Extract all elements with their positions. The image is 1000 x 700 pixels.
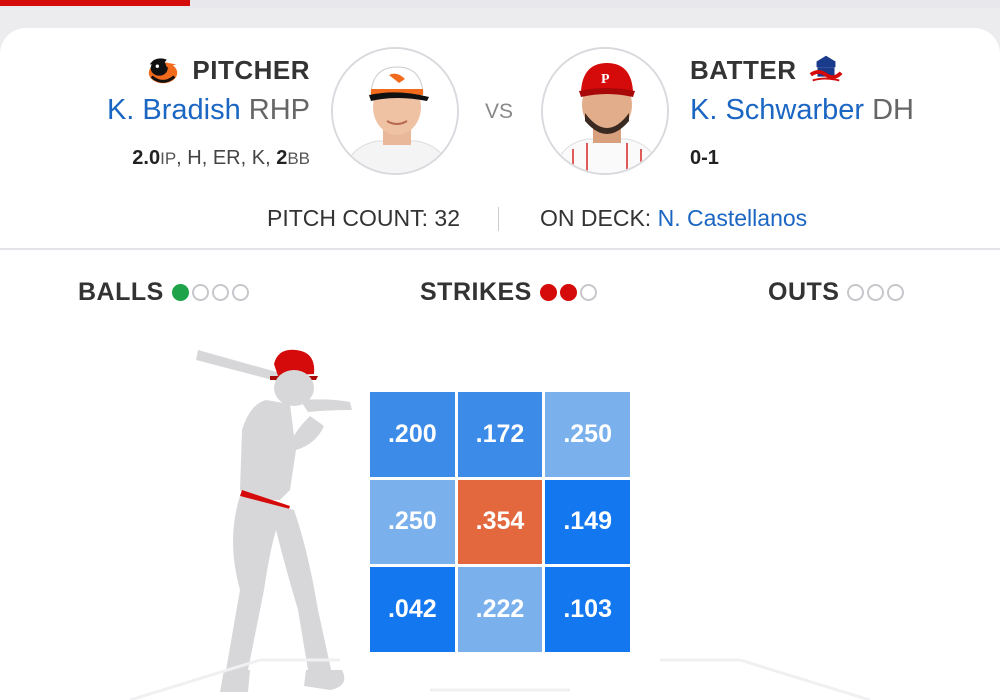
balls-count: BALLS	[78, 278, 252, 307]
pitcher-headshot[interactable]	[331, 47, 459, 175]
pitcher-avatar-icon	[333, 49, 457, 173]
batter-headshot[interactable]: P	[541, 47, 669, 175]
batter-avatar-icon: P	[543, 49, 667, 173]
zone-cell-bottom-left[interactable]: .042	[370, 567, 455, 652]
pitcher-role-label: PITCHER	[192, 54, 310, 85]
orioles-bird-icon	[149, 58, 178, 84]
strike-dot	[559, 284, 577, 301]
svg-text:P: P	[601, 72, 610, 87]
section-divider	[0, 248, 1000, 250]
pitcher-info: PITCHER K. Bradish RHP 2.0IP, H, ER, K, 2…	[107, 52, 310, 170]
zone-cell-middle-right[interactable]: .149	[545, 479, 630, 565]
strike-dot	[539, 284, 557, 301]
ball-dot	[211, 284, 229, 301]
out-dot	[867, 284, 885, 301]
count-row: BALLS STRIKES OUTS	[0, 278, 1000, 310]
zone-cell-bottom-center[interactable]: .222	[457, 567, 543, 652]
zone-cell-bottom-right[interactable]: .103	[545, 567, 630, 652]
strikes-count: STRIKES	[420, 278, 600, 307]
batter-stat-line: 0-1	[690, 147, 719, 169]
zone-cell-middle-center[interactable]: .354	[457, 479, 543, 565]
versus-label: VS	[485, 100, 514, 123]
on-deck-player-link[interactable]: N. Castellanos	[657, 205, 808, 231]
batter-role-label: BATTER	[690, 54, 797, 85]
zone-cell-top-center[interactable]: .172	[457, 392, 543, 477]
zone-cell-middle-left[interactable]: .250	[370, 479, 455, 565]
zone-cell-top-right[interactable]: .250	[545, 392, 630, 477]
pitch-count: PITCH COUNT: 32	[267, 205, 460, 231]
ball-dot	[231, 284, 249, 301]
outs-count: OUTS	[768, 278, 907, 307]
top-accent-indicator	[0, 0, 190, 6]
batter-position: DH	[872, 94, 914, 126]
on-deck: ON DECK: N. Castellanos	[540, 205, 808, 231]
ball-dot	[171, 284, 189, 301]
batter-silhouette-icon	[196, 349, 352, 692]
pitcher-stat-line: 2.0IP, H, ER, K, 2BB	[132, 147, 310, 169]
batter-name-link[interactable]: K. Schwarber	[690, 94, 865, 126]
deck-divider	[498, 207, 499, 231]
ball-dot	[191, 284, 209, 301]
strike-zone-heatmap: .200 .172 .250 .250 .354 .149 .042 .222 …	[370, 392, 630, 652]
pitcher-position: RHP	[248, 94, 310, 126]
batter-info: BATTER K. Schwarber DH 0-1	[690, 52, 914, 170]
balls-label: BALLS	[78, 278, 164, 306]
zone-cell-top-left[interactable]: .200	[370, 392, 455, 477]
out-dot	[847, 284, 865, 301]
outs-label: OUTS	[768, 278, 840, 306]
top-progress-bar	[0, 0, 1000, 8]
batters-box-lines	[129, 658, 871, 700]
out-dot	[887, 284, 905, 301]
pitch-count-deck-row: PITCH COUNT: 32 ON DECK: N. Castellanos	[0, 205, 1000, 235]
strikes-label: STRIKES	[420, 278, 532, 306]
pitcher-name-link[interactable]: K. Bradish	[106, 94, 241, 126]
strike-dot	[579, 284, 597, 301]
phillies-logo-icon	[809, 55, 843, 82]
